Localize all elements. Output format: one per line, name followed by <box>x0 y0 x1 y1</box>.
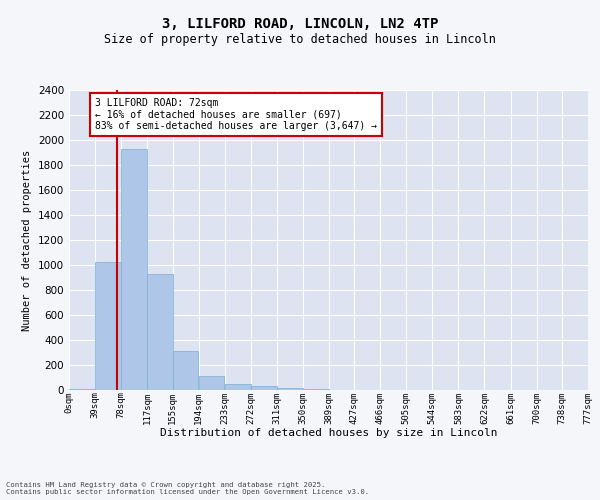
Bar <box>225 384 251 390</box>
Text: Contains HM Land Registry data © Crown copyright and database right 2025.
Contai: Contains HM Land Registry data © Crown c… <box>6 482 369 495</box>
Bar <box>199 376 224 390</box>
Text: 3 LILFORD ROAD: 72sqm
← 16% of detached houses are smaller (697)
83% of semi-det: 3 LILFORD ROAD: 72sqm ← 16% of detached … <box>95 98 377 130</box>
Bar <box>95 262 121 390</box>
Bar <box>69 389 95 390</box>
Bar <box>121 150 147 390</box>
Bar <box>277 388 302 390</box>
Text: 3, LILFORD ROAD, LINCOLN, LN2 4TP: 3, LILFORD ROAD, LINCOLN, LN2 4TP <box>162 18 438 32</box>
Bar <box>148 274 173 390</box>
Bar <box>173 350 199 390</box>
X-axis label: Distribution of detached houses by size in Lincoln: Distribution of detached houses by size … <box>160 428 497 438</box>
Text: Size of property relative to detached houses in Lincoln: Size of property relative to detached ho… <box>104 32 496 46</box>
Y-axis label: Number of detached properties: Number of detached properties <box>22 150 32 330</box>
Bar <box>251 386 277 390</box>
